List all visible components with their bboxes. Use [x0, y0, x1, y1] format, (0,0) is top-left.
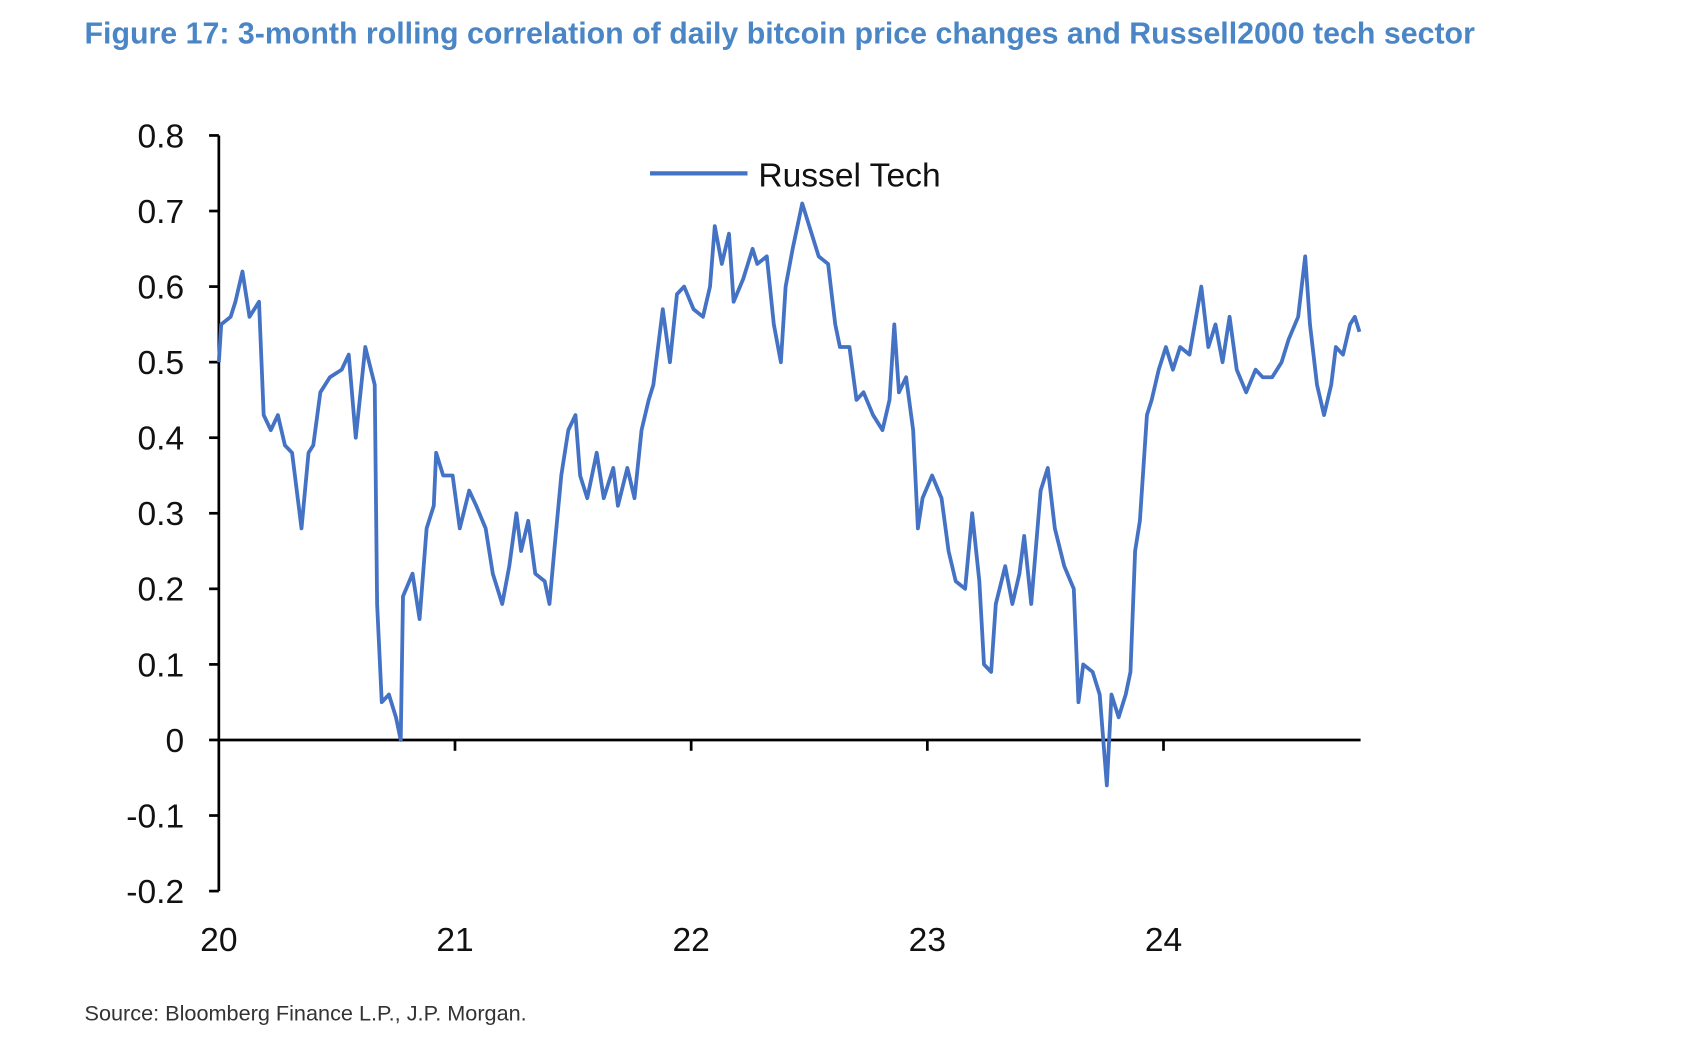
y-tick-label: 0.8 [137, 118, 184, 155]
chart-title: Figure 17: 3-month rolling correlation o… [84, 17, 1475, 50]
y-tick-label: 0.7 [137, 194, 184, 231]
legend-label-russel-tech: Russel Tech [758, 157, 940, 194]
y-tick-label: -0.2 [126, 874, 184, 911]
x-tick-label: 21 [436, 922, 473, 959]
y-tick-label: 0.1 [137, 647, 184, 684]
y-tick-label: 0.2 [137, 572, 184, 609]
source-note: Source: Bloomberg Finance L.P., J.P. Mor… [84, 1001, 526, 1026]
y-tick-label: -0.1 [126, 798, 184, 835]
y-tick-label: 0 [165, 723, 184, 760]
x-tick-label: 24 [1145, 922, 1182, 959]
y-axis-ticks: 0.8 0.7 0.6 0.5 0.4 0.3 0.2 0.1 0 -0.1 -0.2 [126, 118, 219, 911]
y-tick-label: 0.6 [137, 270, 184, 307]
legend: Russel Tech [650, 157, 941, 194]
x-tick-label: 22 [672, 922, 709, 959]
y-tick-label: 0.4 [137, 421, 184, 458]
x-axis-ticks: 20 21 22 23 24 [200, 739, 1182, 959]
y-tick-label: 0.5 [137, 345, 184, 382]
axes [217, 135, 1361, 892]
x-tick-label: 20 [200, 922, 237, 959]
x-tick-label: 23 [909, 922, 946, 959]
y-tick-label: 0.3 [137, 496, 184, 533]
series-layer [216, 201, 1362, 788]
series-line-russel-tech [216, 201, 1362, 788]
